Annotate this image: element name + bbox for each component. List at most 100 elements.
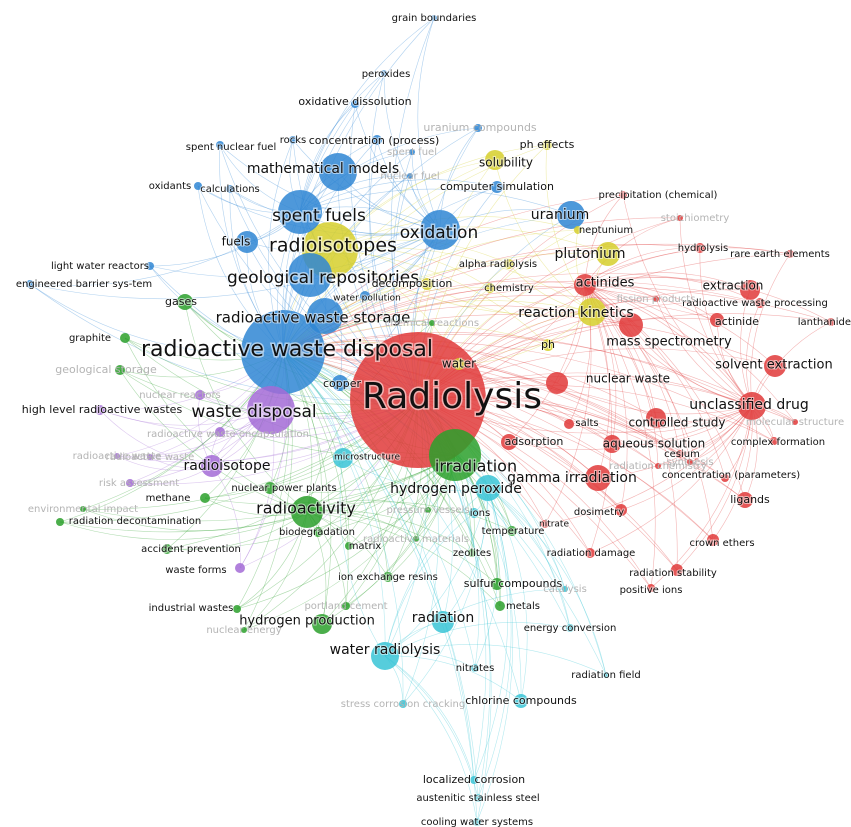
node-chemistry[interactable] bbox=[485, 283, 495, 293]
node-ion-exchange-resins[interactable] bbox=[383, 572, 393, 582]
node-hydrolysis[interactable] bbox=[695, 243, 705, 253]
node-computer-simulation[interactable] bbox=[491, 181, 503, 193]
node-gamma-irradiation[interactable] bbox=[585, 465, 611, 491]
node-nuclear-energy[interactable] bbox=[241, 627, 247, 633]
node-gases[interactable] bbox=[177, 294, 193, 310]
node-actinides[interactable] bbox=[574, 274, 596, 296]
node-peroxides[interactable] bbox=[381, 70, 387, 76]
node-high-level-radioactive-wastes[interactable] bbox=[95, 405, 105, 415]
node-radioactive-waste-processing[interactable] bbox=[755, 298, 765, 308]
node-environmental-impact[interactable] bbox=[80, 506, 86, 512]
node-radiation-chemistry[interactable] bbox=[655, 463, 661, 469]
node-extraction[interactable] bbox=[740, 280, 760, 300]
node-nuclear-reactors[interactable] bbox=[195, 390, 205, 400]
node-solubility[interactable] bbox=[485, 150, 505, 170]
node-radiation-stability[interactable] bbox=[671, 564, 683, 576]
node-grain-boundaries[interactable] bbox=[431, 15, 437, 21]
node-spent-fuel[interactable] bbox=[409, 149, 415, 155]
node-unclassified-drug[interactable] bbox=[738, 392, 766, 420]
node-ligands[interactable] bbox=[737, 492, 753, 508]
node-radiation[interactable] bbox=[432, 611, 454, 633]
node-waste-forms[interactable] bbox=[235, 563, 245, 573]
node-nuclear-power-plants[interactable] bbox=[264, 482, 276, 494]
node-hydrogen-production[interactable] bbox=[312, 614, 332, 634]
node-rare-earth-elements[interactable] bbox=[786, 250, 794, 258]
node-radioisotope[interactable] bbox=[201, 455, 223, 477]
node-radioactive-waste[interactable] bbox=[147, 454, 153, 460]
node-radiation-field[interactable] bbox=[603, 672, 609, 678]
node-uranium[interactable] bbox=[557, 201, 585, 229]
node-oxidation[interactable] bbox=[420, 210, 460, 250]
node-calculations[interactable] bbox=[226, 185, 234, 193]
node-alpha-radiolysis[interactable] bbox=[504, 259, 514, 269]
node-sulfur-compounds[interactable] bbox=[491, 578, 503, 590]
node-portland-cement[interactable] bbox=[342, 602, 350, 610]
node-molecular-structure[interactable] bbox=[792, 419, 798, 425]
node-concentration-parameters[interactable] bbox=[721, 474, 729, 482]
node-energy-conversion[interactable] bbox=[566, 624, 574, 632]
node-temperature[interactable] bbox=[507, 526, 517, 536]
node-radiation-damage[interactable] bbox=[585, 548, 595, 558]
node-waste-disposal[interactable] bbox=[247, 386, 295, 434]
node-mass-spectrometry[interactable] bbox=[619, 313, 643, 337]
node-concentration-process[interactable] bbox=[372, 135, 382, 145]
node-graphite[interactable] bbox=[120, 333, 130, 343]
node-geological-repositories[interactable] bbox=[288, 253, 332, 297]
node-reaction-kinetics[interactable] bbox=[578, 298, 606, 326]
node-fuels[interactable] bbox=[236, 231, 258, 253]
node-radioactive-waste[interactable] bbox=[114, 453, 120, 459]
node-localized-corrosion[interactable] bbox=[470, 776, 478, 784]
node-radioactivity[interactable] bbox=[291, 496, 323, 528]
node-risk-assessment[interactable] bbox=[126, 479, 134, 487]
node-nuclear-fuel[interactable] bbox=[407, 173, 413, 179]
node-metals[interactable] bbox=[495, 601, 505, 611]
node-positive-ions[interactable] bbox=[647, 584, 655, 592]
node-austenitic-stainless-steel[interactable] bbox=[474, 794, 482, 802]
node-ions[interactable] bbox=[469, 508, 479, 518]
node-light-water-reactors[interactable] bbox=[146, 262, 154, 270]
node-decomposition[interactable] bbox=[421, 278, 433, 290]
node-fission-products[interactable] bbox=[653, 296, 659, 302]
node-actinide[interactable] bbox=[710, 313, 724, 327]
node-copper[interactable] bbox=[332, 375, 348, 391]
node-complex-formation[interactable] bbox=[770, 437, 778, 445]
node-radioactive-waste-disposal[interactable] bbox=[241, 310, 325, 394]
node-radioactive-materials[interactable] bbox=[413, 536, 419, 542]
node-salts[interactable] bbox=[564, 419, 574, 429]
node-engineered-barrier-sys-tem[interactable] bbox=[26, 280, 34, 288]
node-crown-ethers[interactable] bbox=[707, 534, 719, 546]
node-oxidants[interactable] bbox=[194, 182, 202, 190]
node-microstructure[interactable] bbox=[333, 448, 353, 468]
node-radiation-decontamination[interactable] bbox=[56, 518, 64, 526]
node-rocks[interactable] bbox=[289, 136, 297, 144]
node-aqueous-solution[interactable] bbox=[603, 435, 621, 453]
node-precipitation-chemical[interactable] bbox=[619, 191, 627, 199]
node-adsorption[interactable] bbox=[501, 434, 517, 450]
node-oxidative-dissolution[interactable] bbox=[351, 100, 359, 108]
node-water-pollution[interactable] bbox=[360, 291, 370, 301]
node-stoichiometry[interactable] bbox=[677, 215, 683, 221]
node-hydrogen-peroxide[interactable] bbox=[475, 475, 501, 501]
node-accident-prevention[interactable] bbox=[162, 544, 172, 554]
node-plutonium[interactable] bbox=[596, 242, 620, 266]
node-mathematical-models[interactable] bbox=[319, 153, 357, 191]
node-controlled-study[interactable] bbox=[646, 408, 666, 428]
node-nitrate[interactable] bbox=[541, 520, 549, 528]
node-cesium[interactable] bbox=[676, 450, 684, 458]
node-geological-storage[interactable] bbox=[115, 365, 125, 375]
node-cooling-water-systems[interactable] bbox=[473, 818, 481, 826]
node-uranium-compounds[interactable] bbox=[474, 124, 482, 132]
node-industrial-wastes[interactable] bbox=[233, 605, 241, 613]
node-methane[interactable] bbox=[200, 493, 210, 503]
node-chemical-reactions[interactable] bbox=[429, 320, 435, 326]
node-lanthanides[interactable] bbox=[827, 318, 835, 326]
node-nuclear-waste[interactable] bbox=[546, 372, 568, 394]
node-water-radiolysis[interactable] bbox=[371, 642, 399, 670]
node-synthesis[interactable] bbox=[687, 459, 693, 465]
node-radioactive-waste-encapsulation[interactable] bbox=[215, 427, 225, 437]
node-dosimetry[interactable] bbox=[615, 504, 627, 516]
node-spent-nuclear-fuel[interactable] bbox=[216, 141, 224, 149]
node-matrix[interactable] bbox=[345, 542, 353, 550]
node-radioactive-waste-storage[interactable] bbox=[307, 298, 343, 334]
node-stress-corrosion-cracking[interactable] bbox=[399, 700, 407, 708]
